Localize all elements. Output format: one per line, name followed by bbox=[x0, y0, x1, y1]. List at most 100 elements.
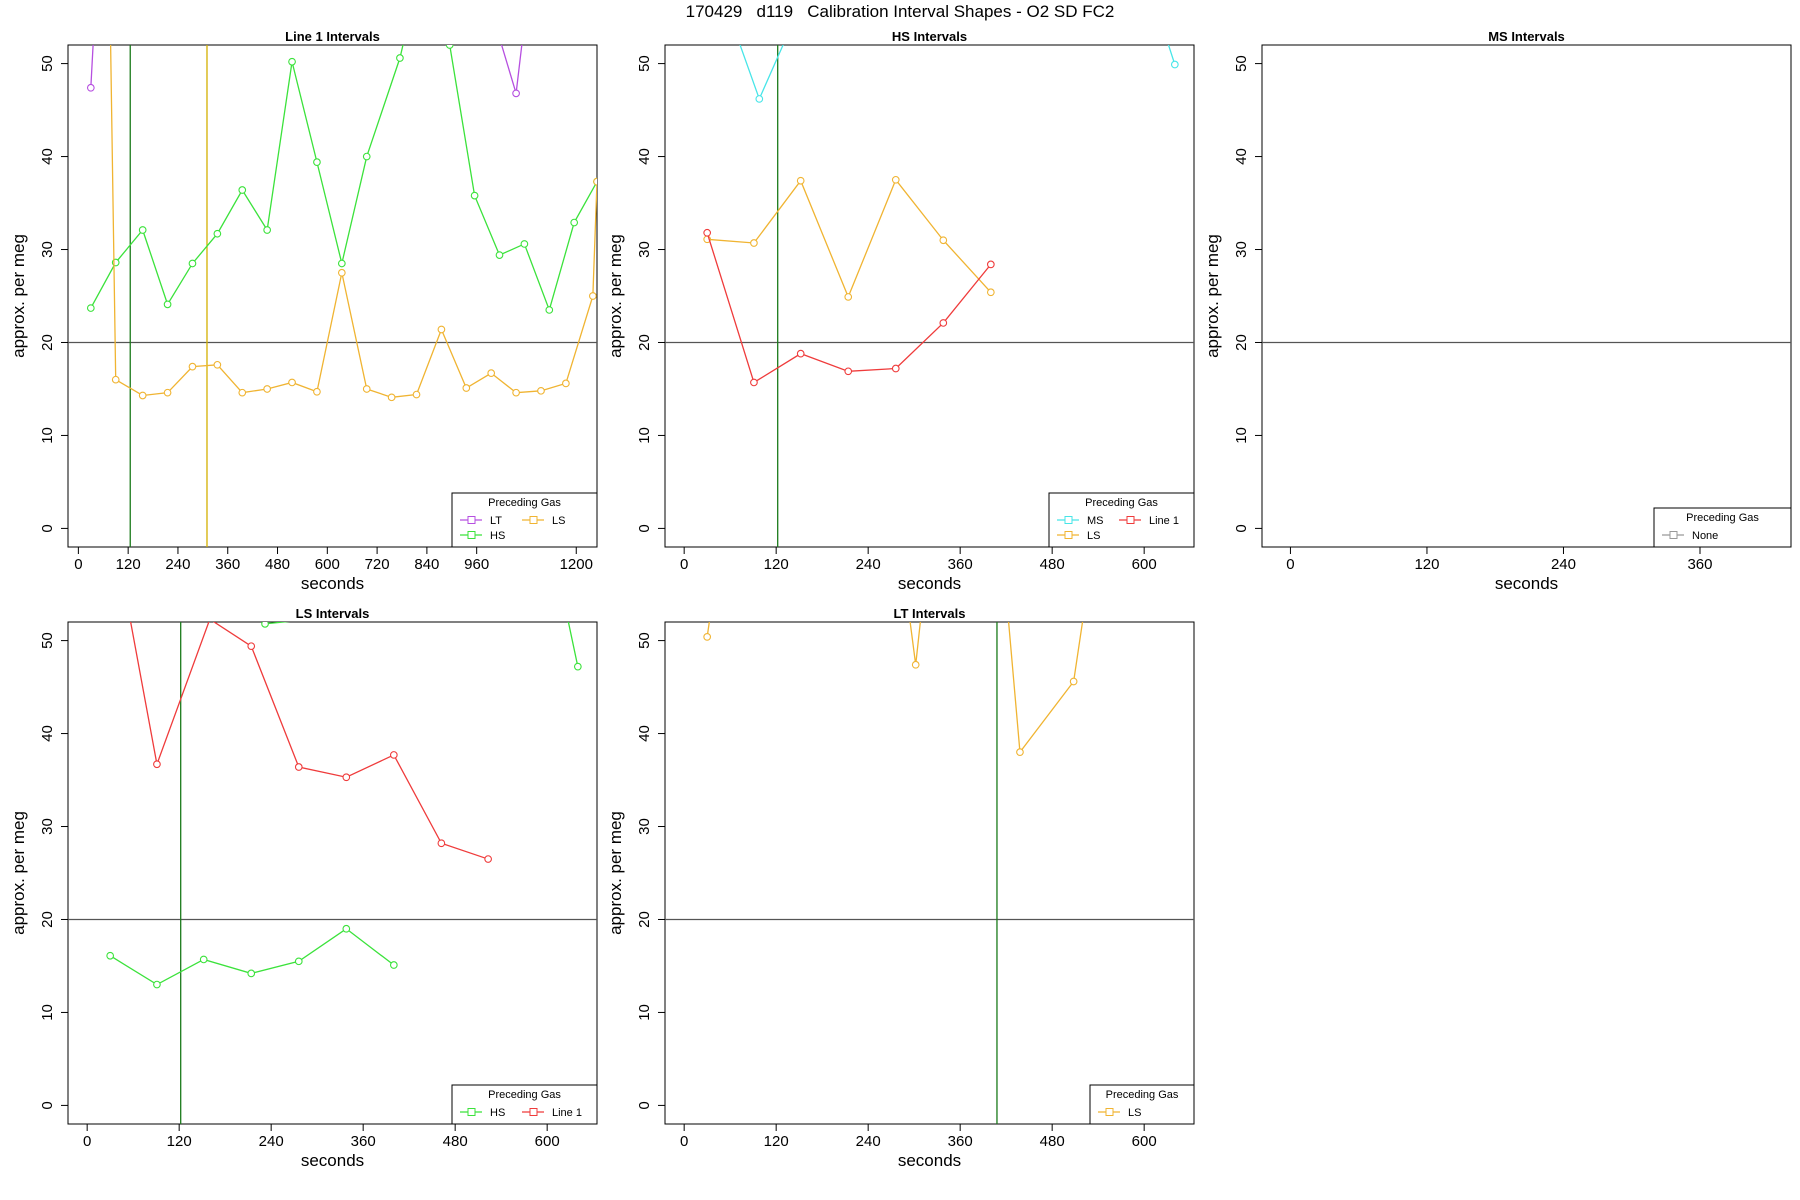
panel-ls-intervals: LS Intervals 0 120 240 360 480 600 0 10 20 30 40 50 s… bbox=[9, 606, 598, 1170]
data-point bbox=[755, 95, 764, 103]
legend: Preceding Gas None bbox=[1653, 507, 1792, 548]
legend: Preceding Gas LT LS HS bbox=[451, 492, 598, 548]
y-tick-label: 30 bbox=[636, 818, 653, 835]
x-axis-label: seconds bbox=[1495, 574, 1558, 593]
legend: Preceding Gas HS Line 1 bbox=[451, 1084, 598, 1125]
data-point bbox=[562, 379, 570, 388]
data-point bbox=[337, 268, 346, 277]
data-point bbox=[512, 388, 520, 397]
legend: Preceding Gas MS Line 1 LS bbox=[1048, 492, 1195, 548]
data-point bbox=[362, 385, 371, 393]
y-tick-label: 30 bbox=[1233, 241, 1250, 258]
data-point bbox=[288, 378, 296, 387]
x-tick-label: 480 bbox=[1040, 1133, 1065, 1150]
plot-frame bbox=[67, 621, 598, 1125]
data-point bbox=[1016, 748, 1024, 756]
data-point bbox=[163, 388, 172, 397]
data-point bbox=[313, 387, 321, 396]
y-tick-label: 0 bbox=[39, 1101, 56, 1109]
data-point bbox=[911, 660, 920, 669]
data-point bbox=[462, 384, 471, 392]
x-tick-label: 240 bbox=[165, 556, 190, 573]
data-point bbox=[263, 385, 272, 393]
x-tick-label: 0 bbox=[83, 1133, 91, 1150]
x-tick-label: 240 bbox=[259, 1133, 284, 1150]
legend-swatch-marker bbox=[1669, 531, 1678, 539]
legend-swatch-marker bbox=[1105, 1108, 1114, 1116]
legend-swatch-marker bbox=[1064, 531, 1073, 539]
data-point bbox=[545, 306, 554, 314]
y-axis-label: approx. per meg bbox=[606, 811, 625, 935]
data-point bbox=[570, 218, 579, 227]
series-line-ls bbox=[909, 622, 921, 665]
y-tick-label: 50 bbox=[39, 55, 56, 72]
x-tick-label: 360 bbox=[948, 556, 973, 573]
x-axis-label: seconds bbox=[898, 1151, 961, 1170]
data-point bbox=[520, 240, 529, 248]
y-tick-label: 10 bbox=[636, 427, 653, 444]
panel-ms-intervals: MS Intervals 0 120 240 360 0 10 20 30 40 50 seconds… bbox=[1203, 29, 1792, 593]
x-tick-label: 840 bbox=[414, 556, 439, 573]
plot-area bbox=[68, 622, 597, 1124]
x-tick-label: 600 bbox=[535, 1133, 560, 1150]
plot-area bbox=[665, 45, 1194, 547]
legend-swatch-marker bbox=[1126, 516, 1135, 524]
data-point bbox=[188, 362, 197, 371]
data-point bbox=[163, 300, 172, 309]
y-tick-label: 40 bbox=[39, 725, 56, 742]
y-tick-label: 20 bbox=[1233, 334, 1250, 351]
data-point bbox=[238, 186, 247, 194]
plot-frame bbox=[1261, 44, 1792, 548]
y-tick-label: 50 bbox=[1233, 55, 1250, 72]
x-tick-label: 240 bbox=[1551, 556, 1576, 573]
legend-box bbox=[1089, 1084, 1195, 1125]
legend-entry-label: LS bbox=[552, 515, 565, 527]
x-tick-label: 0 bbox=[1286, 556, 1294, 573]
x-tick-label: 360 bbox=[948, 1133, 973, 1150]
x-tick-label: 960 bbox=[464, 556, 489, 573]
data-point bbox=[387, 393, 396, 402]
y-tick-label: 20 bbox=[636, 911, 653, 928]
data-point bbox=[396, 54, 404, 62]
x-tick-label: 360 bbox=[215, 556, 240, 573]
y-tick-label: 30 bbox=[39, 241, 56, 258]
y-tick-label: 40 bbox=[1233, 148, 1250, 165]
x-tick-label: 120 bbox=[167, 1133, 192, 1150]
x-tick-label: 720 bbox=[365, 556, 390, 573]
data-point bbox=[389, 961, 398, 969]
data-point bbox=[844, 367, 853, 376]
x-tick-label: 0 bbox=[680, 556, 688, 573]
legend-entry-label: Line 1 bbox=[1149, 515, 1179, 527]
legend-title: Preceding Gas bbox=[1106, 1089, 1179, 1101]
data-point bbox=[412, 390, 421, 399]
y-tick-label: 0 bbox=[636, 1101, 653, 1109]
x-tick-label: 120 bbox=[764, 556, 789, 573]
data-point bbox=[495, 251, 504, 259]
plot-frame bbox=[664, 621, 1195, 1125]
data-point bbox=[437, 839, 446, 848]
y-tick-label: 10 bbox=[636, 1004, 653, 1021]
data-point bbox=[844, 293, 853, 301]
plot-frame bbox=[67, 44, 598, 548]
panel-line-1-intervals: Line 1 Intervals 0 120 240 360 480 600 720 840 96… bbox=[9, 29, 598, 593]
x-tick-label: 600 bbox=[1132, 1133, 1157, 1150]
data-point bbox=[188, 259, 197, 268]
legend: Preceding Gas LS bbox=[1089, 1084, 1195, 1125]
x-tick-label: 360 bbox=[351, 1133, 376, 1150]
series-line-ls bbox=[706, 622, 710, 637]
x-tick-label: 120 bbox=[764, 1133, 789, 1150]
y-tick-label: 50 bbox=[39, 632, 56, 649]
data-point bbox=[750, 239, 758, 247]
y-tick-label: 30 bbox=[39, 818, 56, 835]
data-point bbox=[86, 83, 95, 92]
y-tick-label: 20 bbox=[636, 334, 653, 351]
data-point bbox=[247, 969, 256, 978]
y-tick-label: 40 bbox=[636, 148, 653, 165]
legend-title: Preceding Gas bbox=[488, 497, 561, 509]
data-point bbox=[111, 375, 120, 384]
figure-title: 170429 d119 Calibration Interval Shapes … bbox=[685, 2, 1115, 21]
data-point bbox=[796, 349, 805, 358]
legend-swatch-marker bbox=[529, 1108, 538, 1116]
series-line-ls bbox=[707, 178, 992, 299]
data-point bbox=[593, 177, 597, 186]
